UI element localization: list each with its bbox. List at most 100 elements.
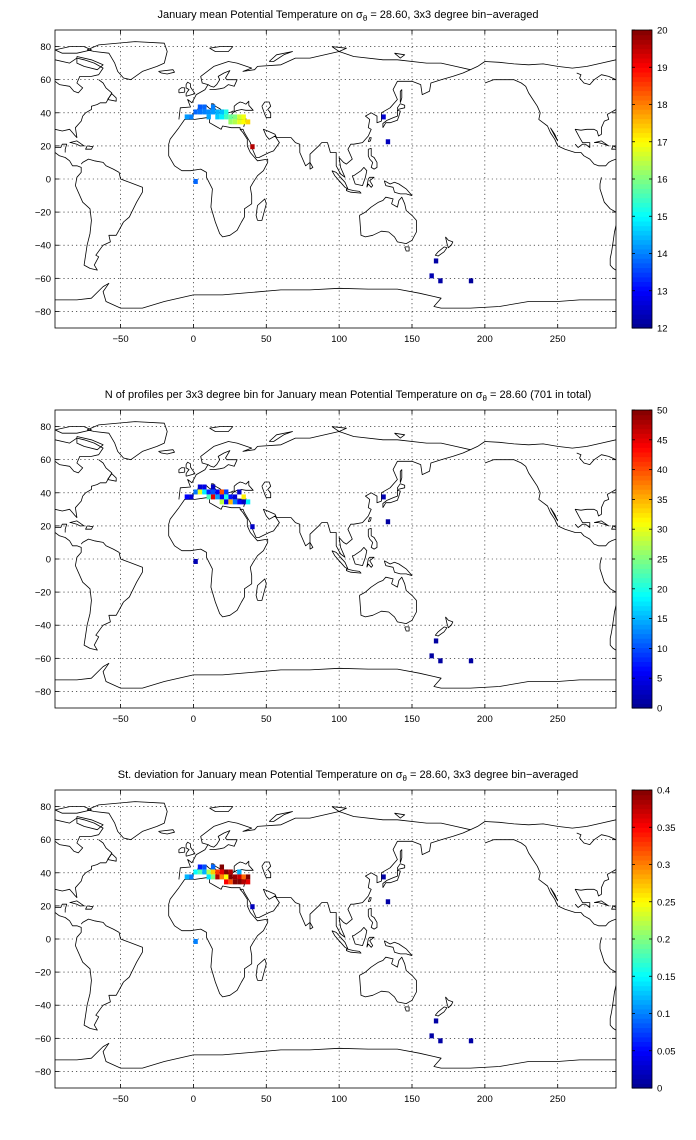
colorbar-tick-label: 0 [657,704,662,715]
coastline [576,72,616,85]
data-cell [232,879,238,885]
coastline [599,557,616,593]
data-cell [210,494,216,500]
coastline [404,1006,410,1012]
coastline [346,188,362,194]
coastline [611,525,616,530]
coastline [55,912,143,1031]
coastline [255,578,267,601]
x-tick-label: 200 [477,334,493,345]
coastline [268,811,293,822]
data-cell [197,869,203,875]
colorbar-tick-label: 0.15 [657,972,676,983]
data-cell [215,869,220,875]
data-cell [219,864,225,870]
coastline [594,140,610,147]
coastline [209,46,234,52]
data-cell [228,119,233,125]
coastline [367,137,372,143]
data-cell [202,489,207,495]
data-cell [385,899,391,905]
coastline [609,225,616,271]
data-cell [193,939,198,944]
coastline [470,439,616,451]
y-tick-label: 20 [40,141,51,152]
coastline [404,626,410,632]
y-tick-label: −20 [35,588,51,599]
colorbar-tick-label: 40 [657,465,668,476]
data-cell [210,869,216,875]
coastline [55,282,616,309]
coastline [394,432,406,439]
y-tick-label: 60 [40,75,51,86]
data-cell [224,114,229,120]
data-cell [206,869,211,875]
colorbar-tick-label: 0.05 [657,1046,676,1057]
data-cell [433,638,439,644]
data-cell [228,869,233,875]
data-cell [381,114,386,120]
x-tick-label: 50 [261,714,272,725]
data-cell [468,278,474,284]
data-cell [250,904,255,910]
coastline [351,927,368,946]
coastline [399,469,403,483]
data-cell [237,119,242,125]
data-cell [197,104,203,110]
data-cell [202,484,207,490]
data-cell [215,114,220,120]
data-cell [206,874,211,880]
coastline [76,816,104,831]
coastline [309,542,314,550]
coastline [85,145,94,150]
data-cell [219,499,225,505]
data-cell [232,114,238,120]
colorbar-tick-label: 13 [657,286,668,297]
coastline [576,832,616,845]
y-tick-label: 60 [40,835,51,846]
coastline [609,605,616,651]
colorbar-tick-label: 25 [657,555,668,566]
colorbar-tick-label: 20 [657,26,668,37]
colorbar-tick-label: 19 [657,63,668,74]
coastline [86,421,168,461]
colorbar-tick-label: 15 [657,614,668,625]
coastline [107,93,117,102]
coastline [351,167,368,186]
data-cell [224,494,229,500]
coastline [331,806,347,812]
coastline [55,839,113,898]
data-cell [215,874,220,880]
data-cell [219,489,225,495]
data-cell [468,658,474,664]
y-tick-label: −40 [35,241,51,252]
coastline [399,89,403,103]
data-cell [219,874,225,880]
data-cell [381,494,386,500]
coastline [233,100,254,112]
data-cell [232,119,238,125]
data-cell [438,1038,443,1044]
y-tick-label: 80 [40,42,51,53]
data-cell [206,489,211,495]
data-cell [193,489,198,495]
coastline [576,452,616,465]
data-cell [224,874,229,880]
data-cell [438,658,443,664]
coastline [382,869,401,888]
data-cell [232,874,238,880]
coastline [484,459,616,547]
data-cell [193,559,198,564]
data-cell [197,109,203,115]
data-cell [210,484,216,490]
coastline [55,437,104,474]
y-tick-label: 20 [40,901,51,912]
coastline [382,109,401,128]
data-cell [184,494,190,500]
data-cell [202,104,207,110]
x-tick-label: 200 [477,1094,493,1105]
data-cell [237,874,242,880]
coastline [86,41,168,81]
coastline [394,52,406,59]
data-cell [189,494,194,500]
